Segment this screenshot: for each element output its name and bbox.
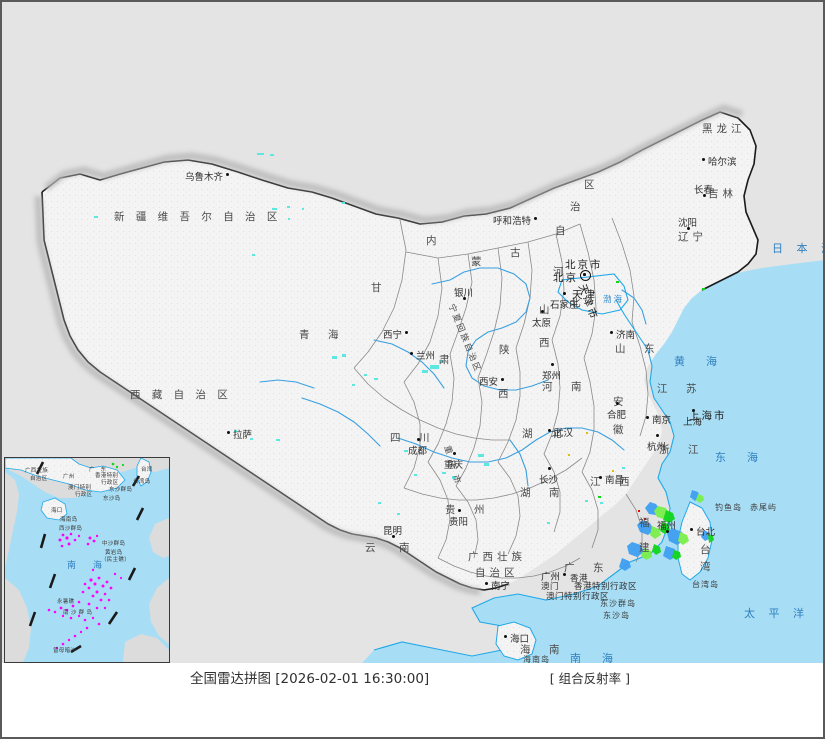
south-china-sea-inset[interactable]: 广西壮族 自治区广 东广州 香港特别 行政区 澳门特别 行政区 台湾 台湾岛 东沙群岛 东沙岛 海口… <box>4 457 170 663</box>
city-marker-19 <box>547 467 551 470</box>
city-marker-17 <box>452 452 456 455</box>
city-marker-6 <box>405 331 408 334</box>
china-landmass <box>42 112 758 590</box>
city-marker-20 <box>599 476 602 479</box>
city-marker-25 <box>563 573 566 576</box>
city-marker-26 <box>504 635 507 638</box>
boundary-halo <box>34 104 744 596</box>
city-marker-7 <box>410 352 413 355</box>
city-marker-5 <box>462 297 466 300</box>
city-marker-4 <box>534 217 537 220</box>
city-marker-9 <box>563 292 567 295</box>
city-marker-23 <box>391 535 395 538</box>
city-marker-8 <box>540 310 544 313</box>
map-canvas[interactable]: 黑龙江 吉林 辽宁内蒙古自治区新 疆 维 吾 尔 自 治 区西 藏 自 治 区青 海… <box>0 0 825 663</box>
city-marker-18 <box>548 429 551 432</box>
province-boundaries <box>353 217 649 579</box>
city-marker-11 <box>550 363 554 366</box>
legend-panel: 全国雷达拼图 [2026-02-01 16:30:00] [ 组合反射率 ] d… <box>0 663 825 739</box>
city-marker-14 <box>646 416 649 419</box>
city-marker-16 <box>416 438 420 441</box>
city-marker-3 <box>686 227 690 230</box>
city-marker-10 <box>610 331 613 334</box>
rivers <box>259 267 647 487</box>
city-marker-12 <box>501 378 504 381</box>
city-marker-22 <box>457 509 461 512</box>
legend-title: 全国雷达拼图 [2026-02-01 16:30:00] <box>190 671 430 687</box>
city-marker-2 <box>702 194 706 197</box>
city-marker-29 <box>691 409 695 412</box>
inset-map-svg <box>5 458 169 662</box>
city-marker-24 <box>485 582 488 585</box>
city-marker-0 <box>226 173 229 176</box>
capital-marker-beijing <box>580 270 591 281</box>
city-marker-21 <box>665 530 669 533</box>
city-marker-13 <box>615 402 619 405</box>
legend-title-row: 全国雷达拼图 [2026-02-01 16:30:00] [ 组合反射率 ] <box>190 667 630 687</box>
hainan-island <box>495 621 537 661</box>
city-marker-1 <box>702 158 705 161</box>
city-marker-27 <box>227 431 230 434</box>
city-marker-28 <box>690 528 693 531</box>
city-marker-15 <box>655 434 659 437</box>
legend-product-label: [ 组合反射率 ] <box>549 671 630 686</box>
radar-echoes <box>94 153 714 571</box>
